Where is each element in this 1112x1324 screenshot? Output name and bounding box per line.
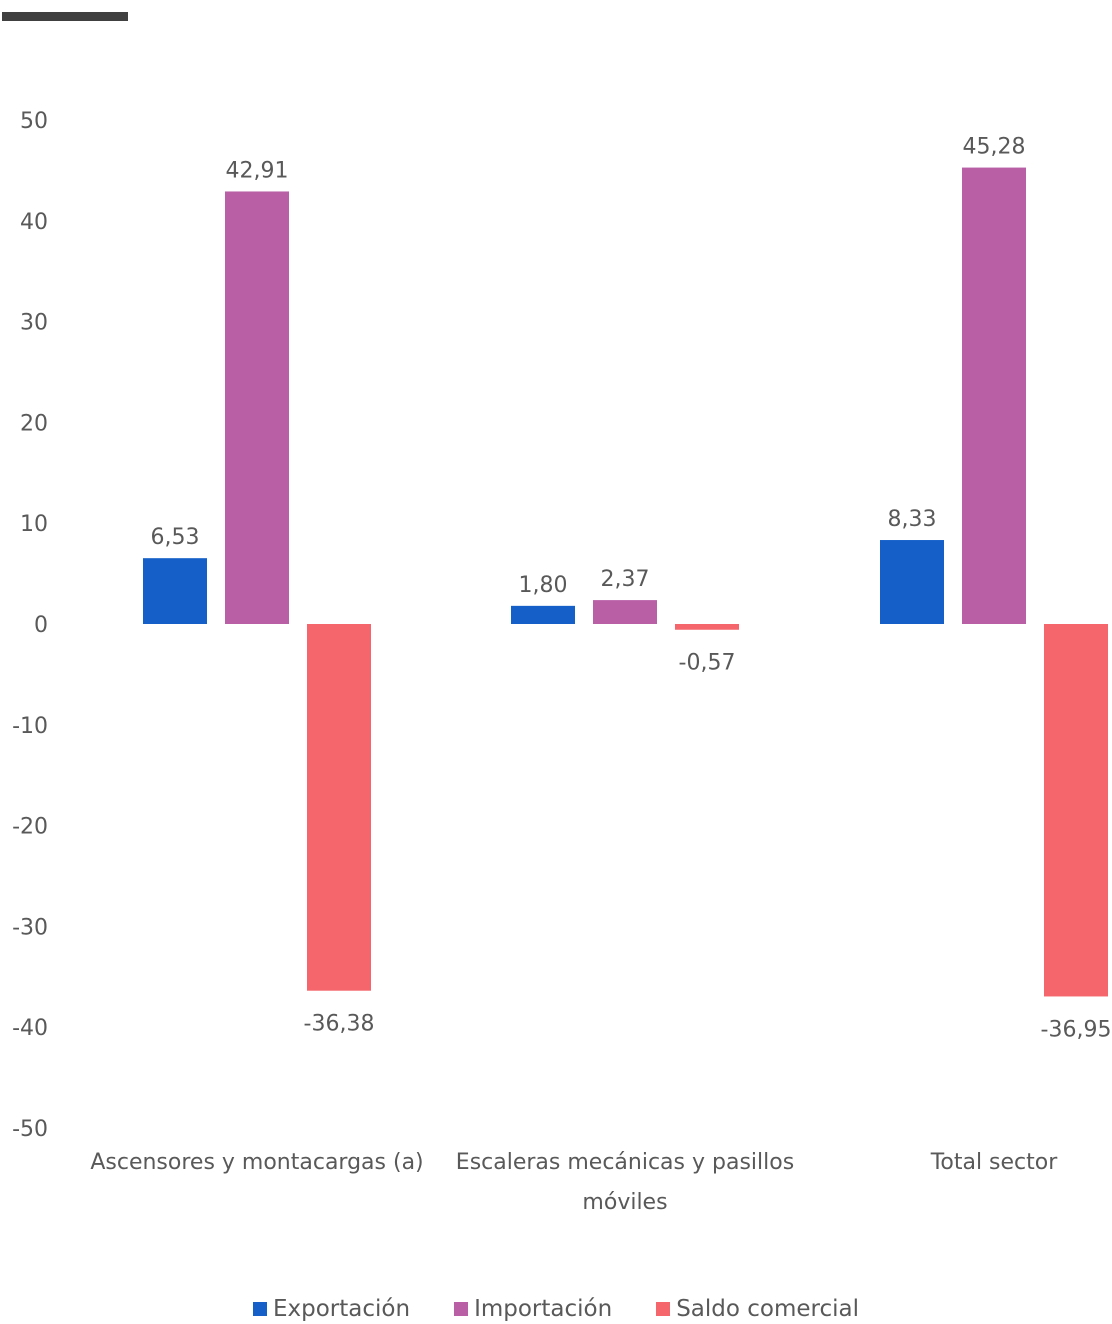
y-tick-label: -40: [12, 1016, 48, 1041]
data-label: -36,95: [1041, 1017, 1112, 1042]
y-tick-label: 30: [20, 311, 48, 336]
y-tick-label: 40: [20, 210, 48, 235]
bar: [225, 191, 289, 624]
bar: [511, 605, 575, 624]
bar: [143, 558, 207, 624]
bar-chart: 50 40 30 20 10 0 -10 -20 -30 -40 -50 6,53 1,80 8,33 42…: [12, 109, 1112, 1215]
y-tick-label: 20: [20, 411, 48, 436]
legend-swatch-exportacion: [252, 1302, 267, 1316]
data-label: 42,91: [226, 158, 289, 183]
data-label: 8,33: [888, 507, 937, 532]
y-tick-label: 0: [34, 613, 48, 638]
category-label: móviles: [582, 1190, 667, 1215]
y-tick-label: -10: [12, 714, 48, 739]
data-label: -36,38: [304, 1012, 375, 1037]
data-label: 2,37: [601, 567, 650, 592]
category-label: Total sector: [930, 1150, 1059, 1175]
y-tick-label: 10: [20, 512, 48, 537]
data-label: 45,28: [963, 135, 1026, 160]
bar: [675, 624, 739, 630]
legend-item-importacion: Importación: [454, 1296, 612, 1322]
category-label: Ascensores y montacargas (a): [90, 1150, 423, 1175]
legend-item-saldo-comercial: Saldo comercial: [656, 1296, 859, 1322]
data-label: 6,53: [151, 525, 200, 550]
bar: [307, 624, 371, 991]
legend-label-importacion: Importación: [474, 1296, 613, 1322]
legend-label-saldo-comercial: Saldo comercial: [676, 1296, 859, 1322]
y-tick-label: -30: [12, 915, 48, 940]
y-tick-label: 50: [20, 109, 48, 134]
legend-item-exportacion: Exportación: [252, 1296, 411, 1322]
bar: [880, 540, 944, 624]
title-bar-decoration: [2, 12, 128, 21]
bar: [962, 167, 1026, 624]
data-label: 1,80: [519, 573, 568, 598]
y-tick-label: -20: [12, 815, 48, 840]
y-tick-label: -50: [12, 1117, 48, 1142]
category-label: Escaleras mecánicas y pasillos: [456, 1150, 794, 1175]
bar: [1044, 624, 1108, 997]
bar: [593, 600, 657, 624]
data-label: -0,57: [679, 651, 736, 676]
legend-label-exportacion: Exportación: [272, 1296, 411, 1322]
legend-swatch-importacion: [454, 1302, 469, 1316]
legend-swatch-saldo-comercial: [656, 1302, 671, 1316]
legend: Exportación Importación Saldo comercial: [0, 1294, 1112, 1324]
